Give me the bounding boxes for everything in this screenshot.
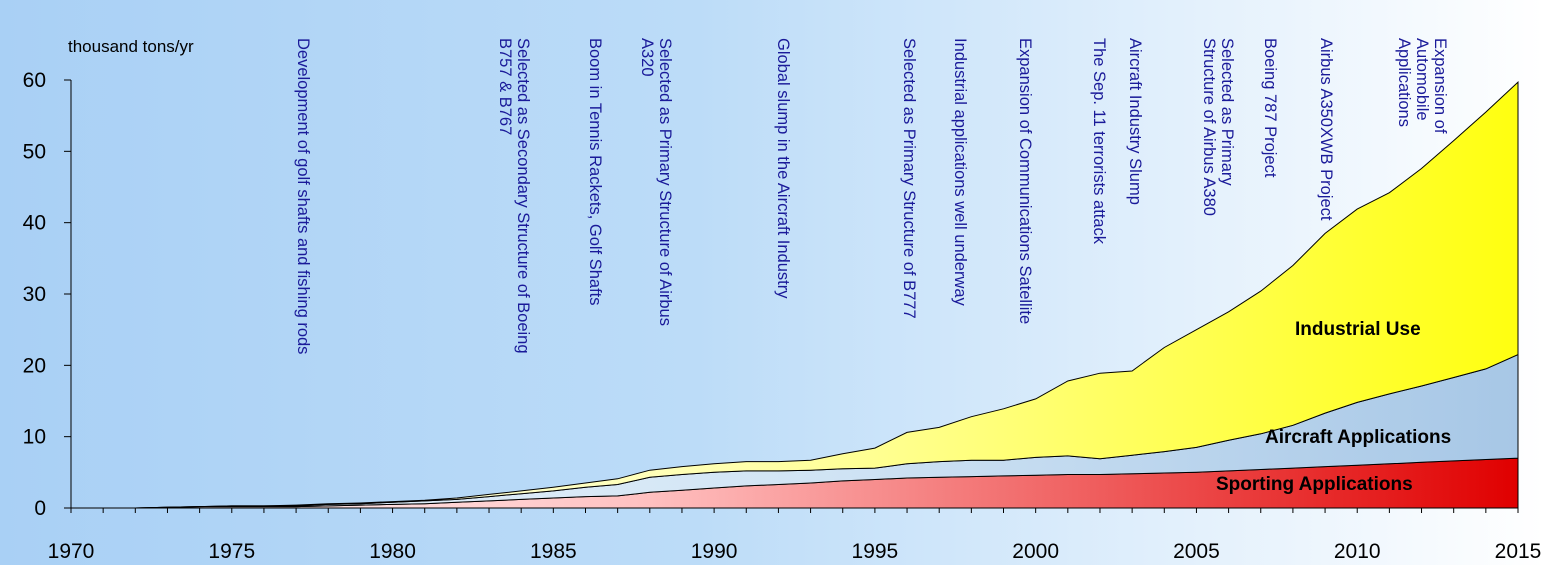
event-annotation: Global slump in the Aircraft Industry	[774, 38, 792, 299]
series-labels: Sporting Applications Aircraft Applicatio…	[1216, 319, 1451, 495]
event-annotation: Selected as Primary Structure of AirbusA…	[638, 38, 674, 326]
y-axis-unit-label: thousand tons/yr	[68, 37, 194, 56]
event-annotation: Development of golf shafts and fishing r…	[294, 38, 312, 354]
event-annotation: Expansion of Communications Satellite	[1016, 38, 1034, 324]
label-aircraft-applications: Aircraft Applications	[1265, 427, 1451, 448]
event-annotation-line: The Sep. 11 terrorists attack	[1090, 38, 1108, 245]
event-annotation-line: Selected as Primary	[1218, 38, 1236, 186]
event-annotation: The Sep. 11 terrorists attack	[1090, 38, 1108, 245]
x-tick-label: 2000	[1012, 540, 1059, 563]
event-annotation: Industrial applications well underway	[951, 38, 969, 307]
event-annotation: Selected as Secondary Structure of Boein…	[496, 38, 532, 354]
y-tick-label: 10	[23, 426, 46, 449]
x-tick-label: 1980	[369, 540, 416, 563]
event-annotation-line: Industrial applications well underway	[951, 38, 969, 307]
x-tick-label: 1995	[852, 540, 899, 563]
event-annotations: Development of golf shafts and fishing r…	[294, 38, 1449, 354]
event-annotation: Boeing 787 Project	[1261, 38, 1279, 178]
event-annotation-line: B757 & B767	[496, 38, 514, 135]
x-tick-label: 1975	[208, 540, 255, 563]
x-tick-label: 2010	[1334, 540, 1381, 563]
event-annotation-line: Applications	[1395, 38, 1413, 127]
y-tick-label: 50	[23, 140, 46, 163]
event-annotation-line: Automobile	[1413, 38, 1431, 121]
y-tick-label: 20	[23, 354, 46, 377]
event-annotation-line: Structure of Airbus A380	[1200, 38, 1218, 216]
event-annotation: Aircraft Industry Slump	[1126, 38, 1144, 205]
event-annotation: Boom in Tennis Rackets, Golf Shafts	[586, 38, 604, 306]
y-tick-label: 30	[23, 283, 46, 306]
y-tick-label: 60	[23, 69, 46, 92]
event-annotation-line: Expansion of Communications Satellite	[1016, 38, 1034, 324]
event-annotation-line: A320	[638, 38, 656, 77]
event-annotation-line: Selected as Primary Structure of B777	[900, 38, 918, 319]
event-annotation-line: Global slump in the Aircraft Industry	[774, 38, 792, 299]
x-tick-label: 2005	[1173, 540, 1220, 563]
event-annotation-line: Airbus A350XWB Project	[1317, 38, 1335, 221]
event-annotation: Selected as Primary Structure of B777	[900, 38, 918, 319]
event-annotation: Airbus A350XWB Project	[1317, 38, 1335, 221]
y-tick-label: 40	[23, 212, 46, 235]
event-annotation-line: Selected as Primary Structure of Airbus	[656, 38, 674, 326]
label-industrial-applications: Industrial Use	[1295, 319, 1421, 340]
area-industrial-applications	[71, 80, 1519, 509]
axes: 0 10 20 30 40 50 60 1970 1975 1980 1985 1990 1995 200…	[23, 69, 1542, 563]
label-sporting-applications: Sporting Applications	[1216, 474, 1413, 495]
event-annotation-line: Expansion of	[1431, 38, 1449, 134]
event-annotation-line: Boeing 787 Project	[1261, 38, 1279, 178]
x-tick-label: 1990	[691, 540, 738, 563]
event-annotation-line: Aircraft Industry Slump	[1126, 38, 1144, 205]
event-annotation-line: Selected as Secondary Structure of Boein…	[514, 38, 532, 354]
x-tick-label: 1970	[48, 540, 95, 563]
event-annotation-line: Development of golf shafts and fishing r…	[294, 38, 312, 354]
event-annotation-line: Boom in Tennis Rackets, Golf Shafts	[586, 38, 604, 306]
x-tick-label: 1985	[530, 540, 577, 563]
y-tick-label: 0	[34, 497, 46, 520]
x-tick-label: 2015	[1495, 540, 1542, 563]
